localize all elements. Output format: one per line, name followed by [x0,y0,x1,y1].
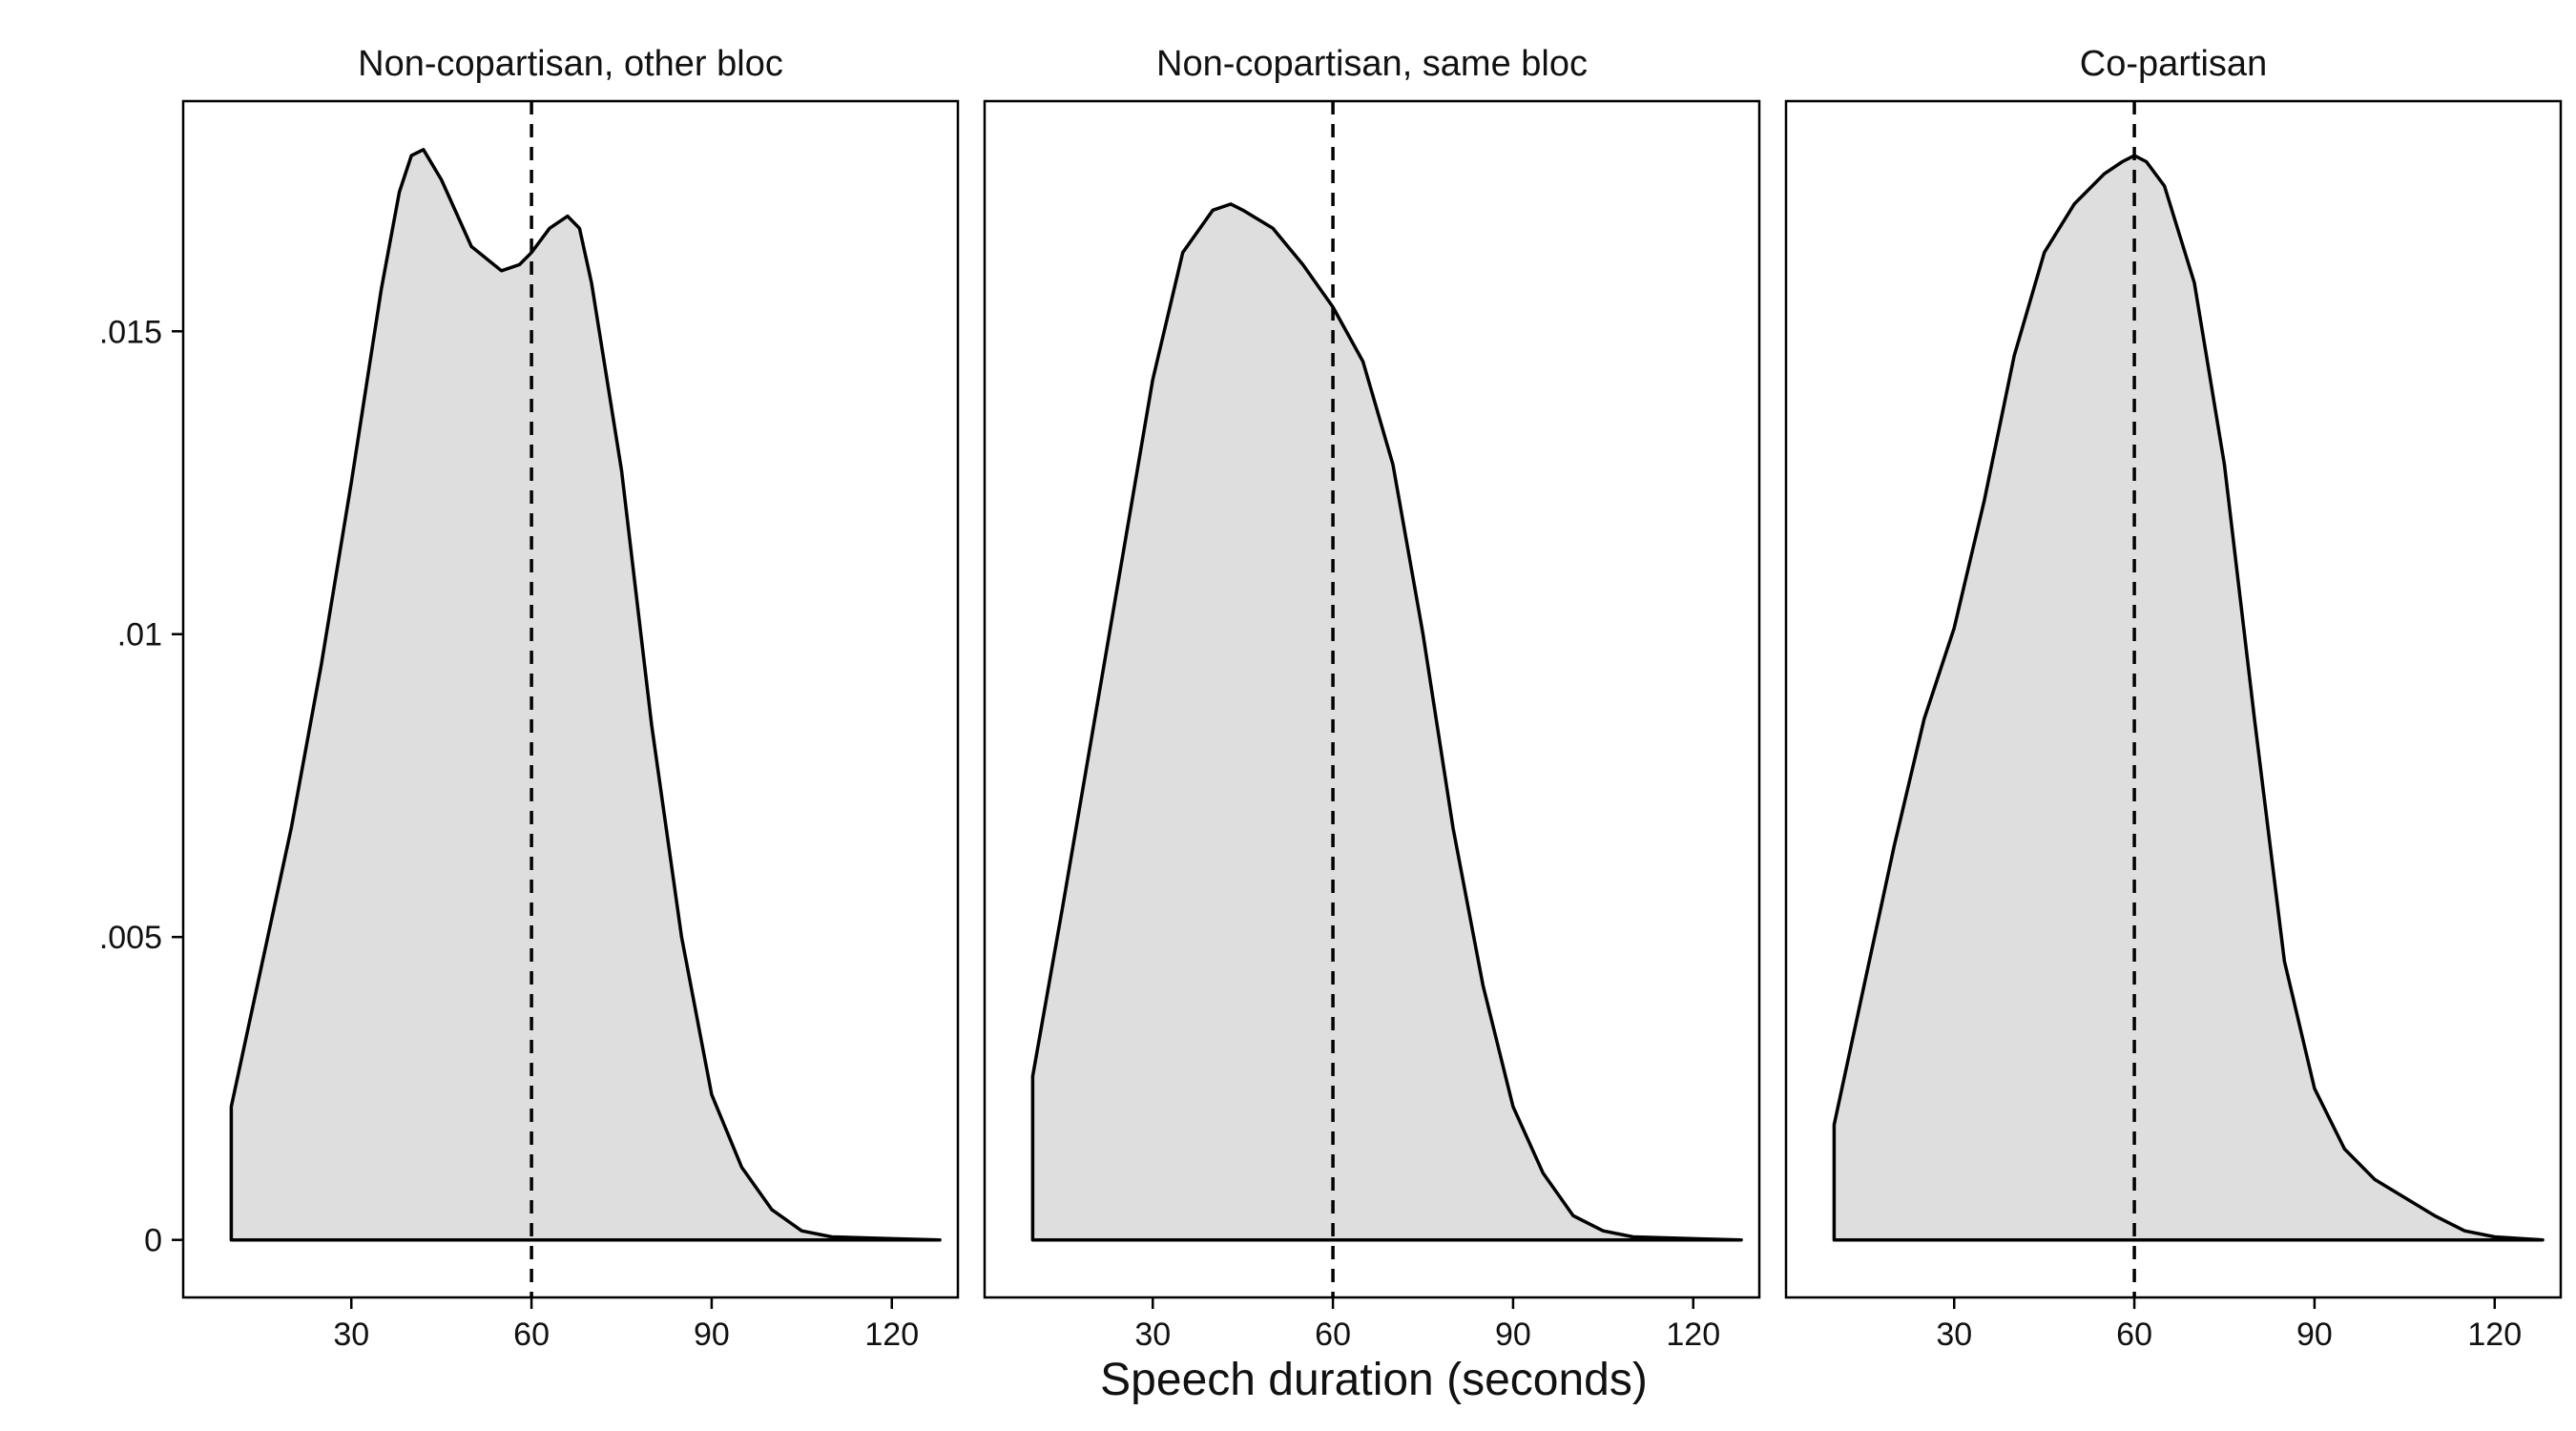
x-tick-label: 90 [2296,1317,2333,1353]
panel-frame [1784,99,2563,1299]
density-area [1832,154,2545,1242]
panel-frame [181,99,960,1299]
x-tick-label: 60 [2116,1317,2152,1353]
panel-frame [983,99,1761,1299]
x-tick-label: 30 [1936,1317,1972,1353]
x-tick-label: 30 [1134,1317,1171,1353]
y-tick-label: .015 [99,314,162,350]
y-tick-label: .005 [99,920,162,956]
x-tick-label: 60 [513,1317,550,1353]
x-tick-label: 30 [333,1317,369,1353]
x-tick-label: 90 [1495,1317,1531,1353]
y-tick-label: 0 [144,1223,162,1259]
facet-title: Non-copartisan, other bloc [358,44,783,84]
x-tick-label: 120 [2467,1317,2522,1353]
facet-title: Non-copartisan, same bloc [1156,44,1588,84]
x-tick-label: 60 [1315,1317,1351,1353]
x-axis-title: Speech duration (seconds) [1100,1355,1648,1405]
density-area [1030,202,1743,1242]
facet-panel-2: Non-copartisan, same bloc 30 60 90 120 [983,44,1761,1353]
facet-title: Co-partisan [2080,44,2267,84]
density-area [229,148,942,1242]
y-axis: 0 .005 .01 .015 [99,314,183,1259]
y-tick-label: .01 [117,617,162,653]
x-tick-label: 90 [694,1317,730,1353]
x-tick-label: 120 [1666,1317,1720,1353]
x-tick-label: 120 [864,1317,919,1353]
facet-panel-1: Non-copartisan, other bloc 30 60 90 120 [181,44,960,1353]
facet-panel-3: Co-partisan 30 60 90 120 [1784,44,2563,1353]
